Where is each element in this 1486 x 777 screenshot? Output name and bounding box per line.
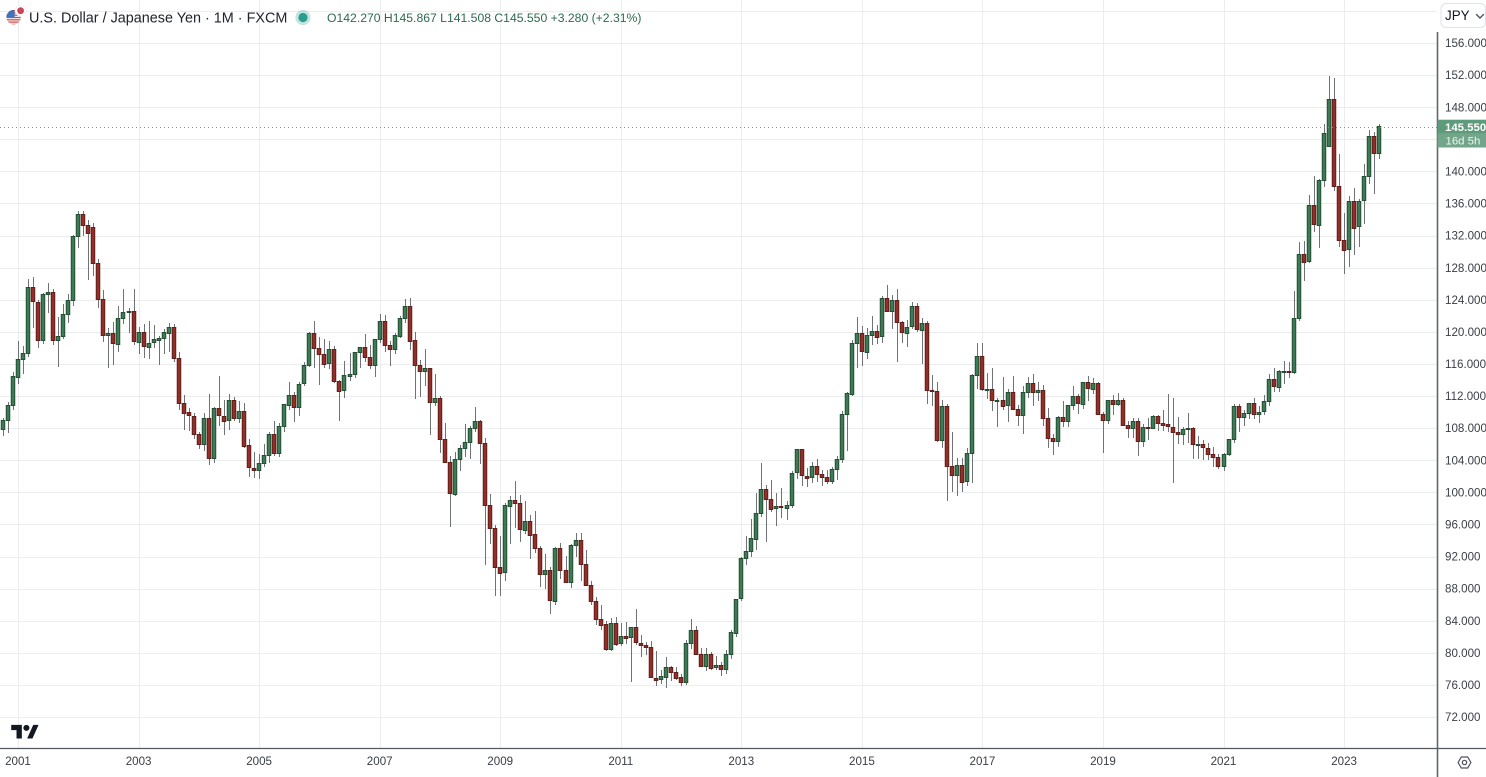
svg-text:156.000: 156.000	[1445, 37, 1486, 50]
svg-text:2005: 2005	[246, 755, 272, 768]
svg-text:72.000: 72.000	[1445, 711, 1480, 724]
svg-text:116.000: 116.000	[1445, 358, 1486, 371]
svg-text:145.550: 145.550	[1445, 122, 1486, 134]
svg-text:96.000: 96.000	[1445, 519, 1480, 532]
svg-text:120.000: 120.000	[1445, 326, 1486, 339]
svg-text:84.000: 84.000	[1445, 615, 1480, 628]
svg-text:76.000: 76.000	[1445, 679, 1480, 692]
svg-text:152.000: 152.000	[1445, 69, 1486, 82]
svg-text:80.000: 80.000	[1445, 647, 1480, 660]
svg-text:140.000: 140.000	[1445, 166, 1486, 179]
svg-text:112.000: 112.000	[1445, 390, 1486, 403]
svg-text:2011: 2011	[608, 755, 633, 768]
svg-text:104.000: 104.000	[1445, 454, 1486, 467]
svg-text:2007: 2007	[367, 755, 393, 768]
svg-text:92.000: 92.000	[1445, 551, 1480, 564]
svg-text:88.000: 88.000	[1445, 583, 1480, 596]
svg-text:U.S. Dollar / Japanese Yen · 1: U.S. Dollar / Japanese Yen · 1M · FXCM	[29, 10, 287, 26]
svg-text:JPY: JPY	[1445, 8, 1470, 23]
svg-text:16d 5h: 16d 5h	[1446, 135, 1481, 147]
svg-text:O142.270 H145.867 L141.508 C14: O142.270 H145.867 L141.508 C145.550 +3.2…	[327, 11, 641, 25]
svg-text:2019: 2019	[1090, 755, 1116, 768]
svg-text:124.000: 124.000	[1445, 294, 1486, 307]
svg-text:2015: 2015	[849, 755, 875, 768]
svg-text:100.000: 100.000	[1445, 486, 1486, 499]
svg-text:2023: 2023	[1331, 755, 1357, 768]
svg-text:128.000: 128.000	[1445, 262, 1486, 275]
svg-text:2013: 2013	[728, 755, 754, 768]
svg-text:132.000: 132.000	[1445, 230, 1486, 243]
svg-text:2009: 2009	[487, 755, 513, 768]
svg-text:108.000: 108.000	[1445, 422, 1486, 435]
svg-text:2001: 2001	[5, 755, 31, 768]
svg-text:2021: 2021	[1211, 755, 1237, 768]
svg-text:136.000: 136.000	[1445, 198, 1486, 211]
svg-text:148.000: 148.000	[1445, 101, 1486, 114]
svg-text:2003: 2003	[126, 755, 152, 768]
svg-text:2017: 2017	[970, 755, 996, 768]
